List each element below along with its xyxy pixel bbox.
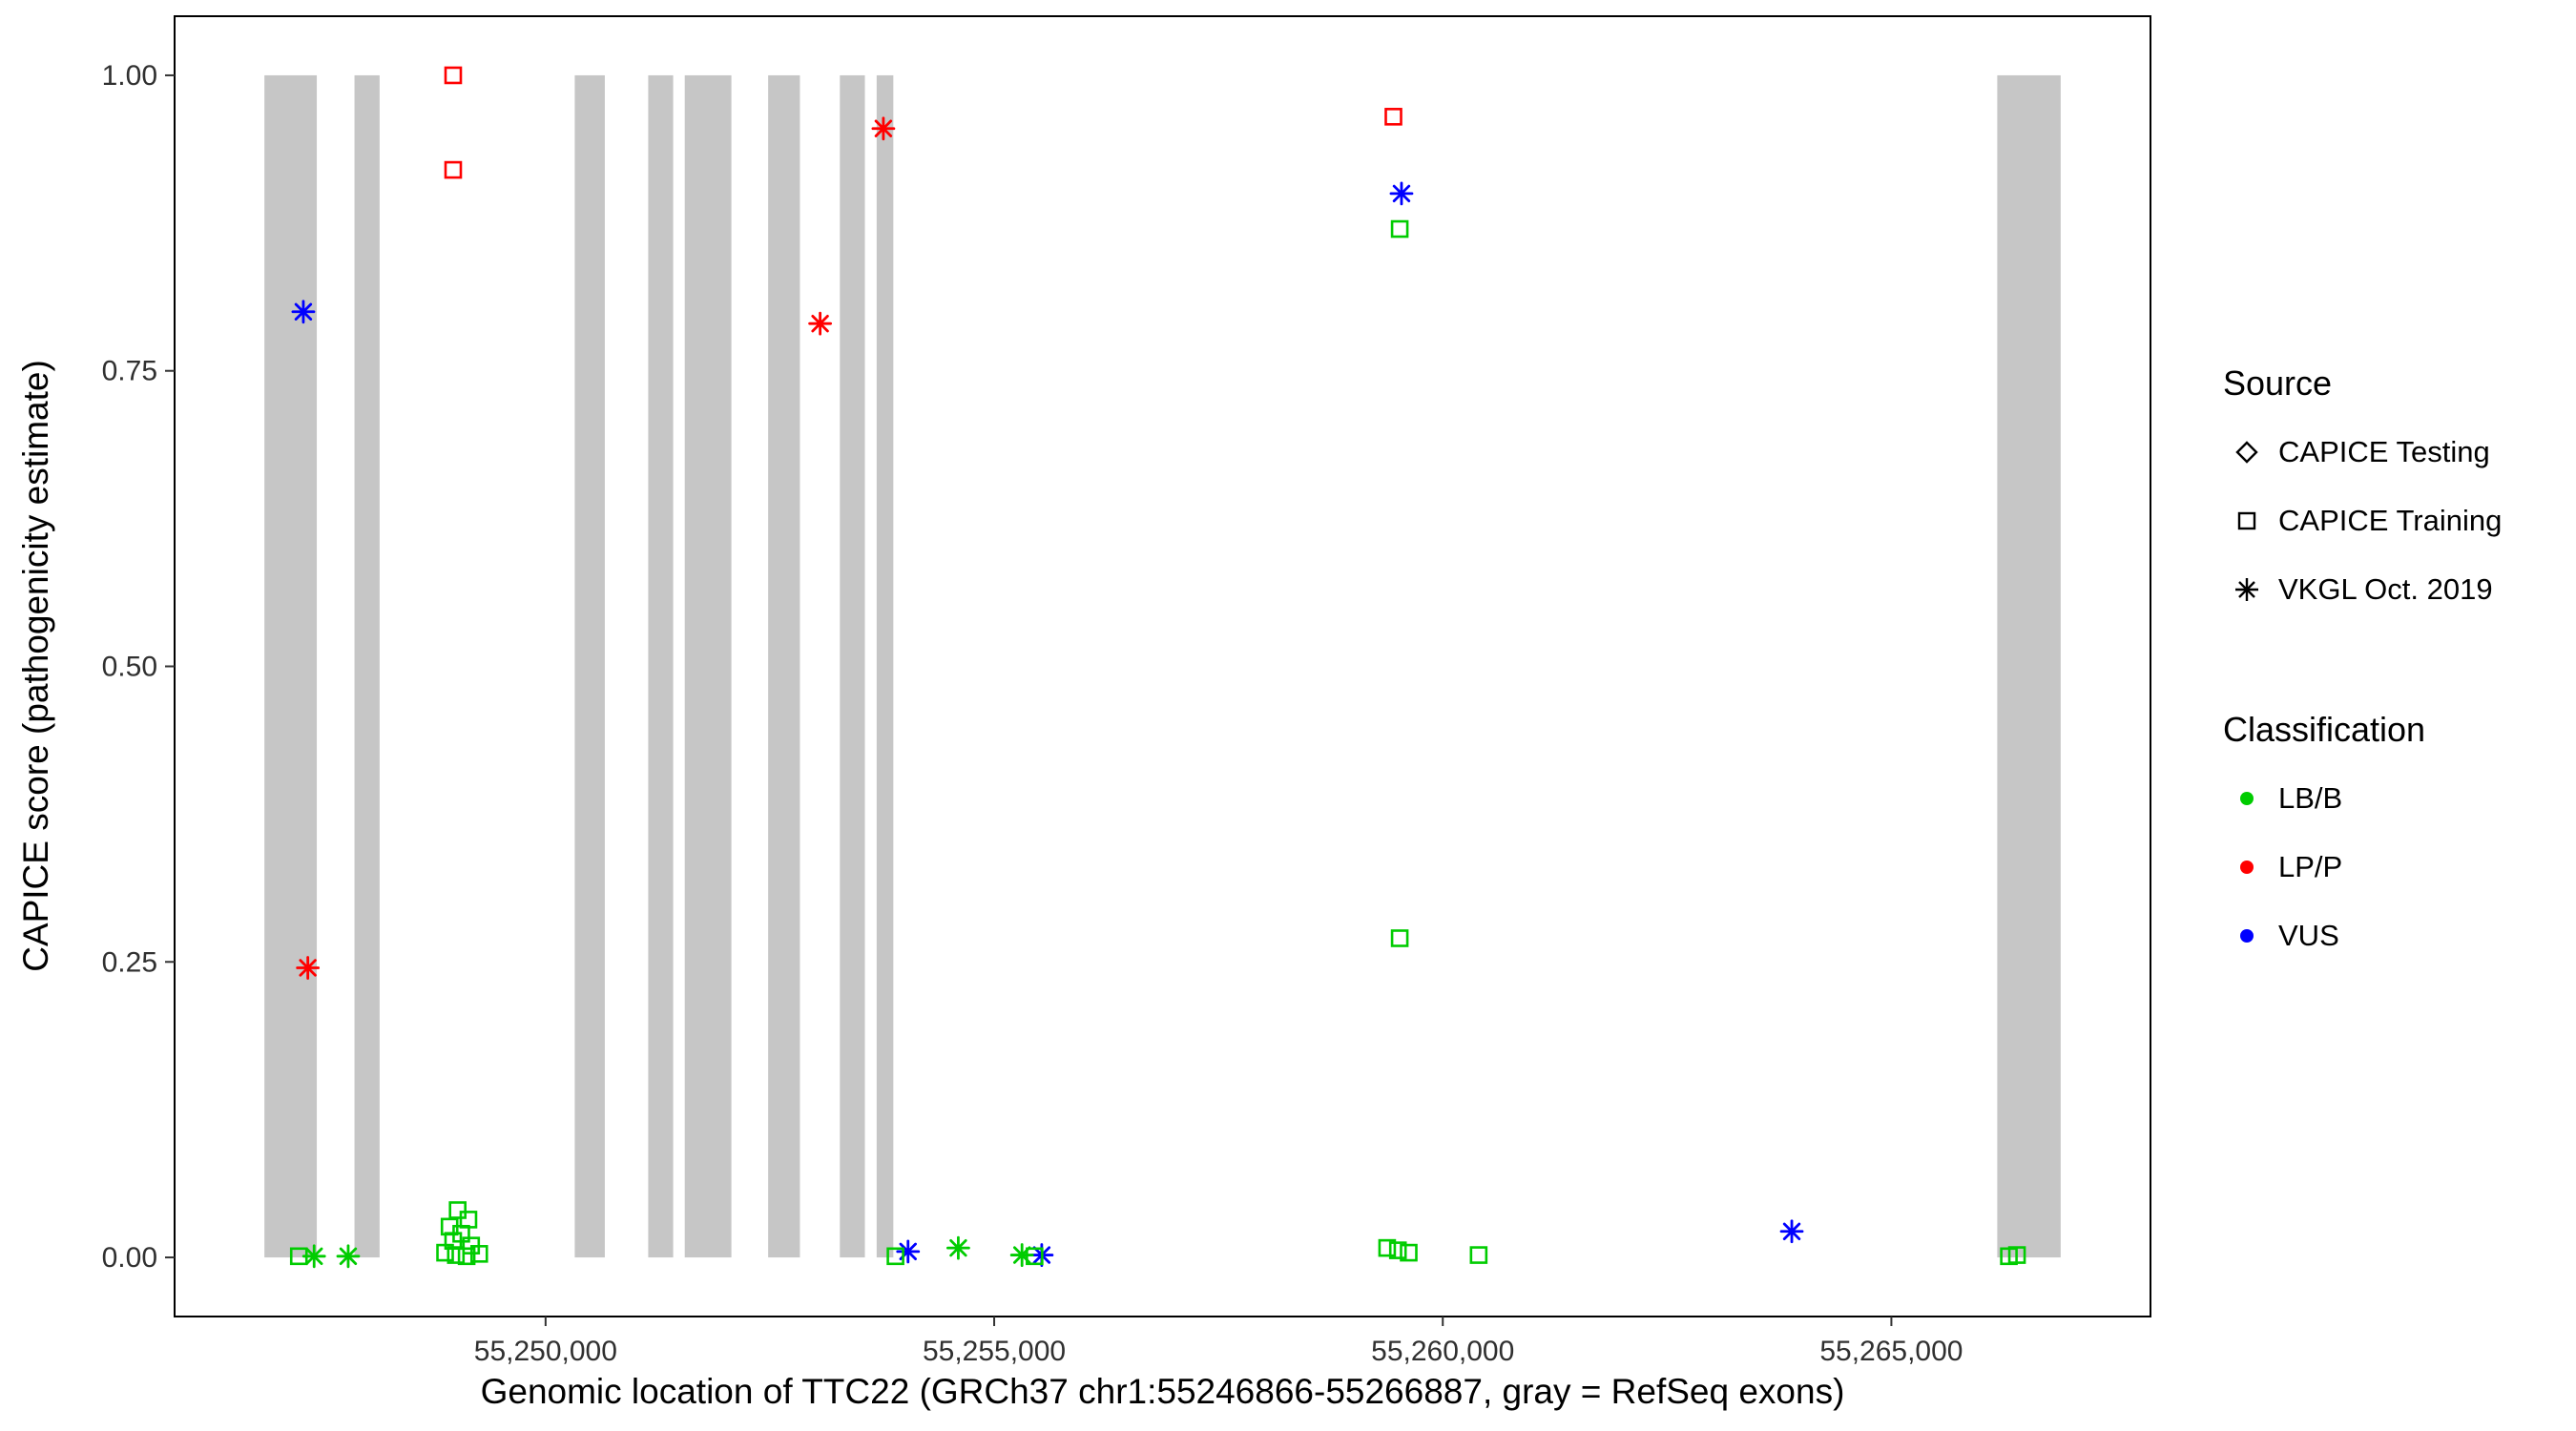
data-point: [808, 311, 833, 336]
data-point: [1390, 929, 1409, 947]
diamond-icon: [2231, 436, 2263, 468]
asterisk-icon: [2231, 573, 2263, 606]
exon-bar: [648, 74, 674, 1258]
red-dot-icon: [2231, 851, 2263, 883]
y-tick-label: 0.00: [102, 1242, 157, 1274]
data-point: [444, 66, 463, 85]
legend-source-title: Source: [2223, 363, 2333, 403]
panel-border: [174, 15, 2151, 1317]
y-tick-label: 0.75: [102, 356, 157, 387]
legend-item-label: CAPICE Testing: [2278, 435, 2490, 468]
data-point: [871, 116, 896, 141]
exon-bar: [1997, 74, 2061, 1258]
data-point: [296, 956, 321, 980]
legend-item-label: LP/P: [2278, 850, 2343, 883]
legend-classification-block: Classification LB/B LP/P: [2223, 695, 2502, 970]
y-tick-label: 0.25: [102, 946, 157, 978]
legend-item-label: VUS: [2278, 919, 2339, 952]
legend-item-label: LB/B: [2278, 781, 2343, 815]
data-point: [1009, 1243, 1034, 1267]
legend-item-vus: VUS: [2223, 902, 2502, 970]
data-point: [2007, 1246, 2026, 1264]
data-point: [444, 160, 463, 179]
legend-item-capice-training: CAPICE Training: [2223, 487, 2502, 555]
legend-item-vkgl: VKGL Oct. 2019: [2223, 555, 2502, 624]
exon-bar: [264, 74, 318, 1258]
x-tick-label: 55,255,000: [923, 1336, 1066, 1367]
legend-classification-title: Classification: [2223, 710, 2426, 749]
x-tick-label: 55,265,000: [1819, 1336, 1963, 1367]
data-point: [447, 1246, 466, 1264]
x-tick-label: 55,250,000: [474, 1336, 617, 1367]
green-dot-icon: [2231, 782, 2263, 815]
data-point: [457, 1247, 476, 1266]
data-point: [448, 1201, 467, 1219]
legend-item-label: VKGL Oct. 2019: [2278, 572, 2493, 606]
blue-dot-icon: [2231, 920, 2263, 952]
data-point: [436, 1243, 454, 1262]
data-point: [336, 1244, 361, 1269]
data-point: [896, 1239, 921, 1264]
data-point: [886, 1247, 904, 1266]
data-point: [1389, 181, 1414, 206]
data-point: [291, 300, 316, 324]
exon-bar: [876, 74, 894, 1258]
data-point: [1469, 1246, 1488, 1264]
data-point: [946, 1235, 970, 1260]
exon-bar: [768, 74, 800, 1258]
data-point: [1378, 1238, 1397, 1257]
legend-item-lpp: LP/P: [2223, 833, 2502, 902]
data-point: [1388, 1241, 1407, 1259]
legend-source-block: Source CAPICE Testing CAPICE Training: [2223, 349, 2502, 624]
exon-bar: [574, 74, 605, 1258]
square-icon: [2231, 505, 2263, 537]
data-point: [1390, 219, 1409, 238]
legend-item-lbb: LB/B: [2223, 764, 2502, 833]
data-point: [469, 1245, 488, 1263]
data-point: [1400, 1243, 1418, 1262]
exon-bar: [684, 74, 732, 1258]
y-axis-title: CAPICE score (pathogenicity estimate): [16, 360, 55, 972]
data-point: [1779, 1219, 1804, 1244]
legend-item-capice-testing: CAPICE Testing: [2223, 418, 2502, 487]
exon-bar: [840, 74, 865, 1258]
legend: Source CAPICE Testing CAPICE Training: [2223, 349, 2502, 970]
x-axis-title: Genomic location of TTC22 (GRCh37 chr1:5…: [480, 1372, 1845, 1411]
legend-item-label: CAPICE Training: [2278, 504, 2503, 537]
data-point: [1384, 108, 1402, 126]
y-tick-label: 1.00: [102, 60, 157, 92]
y-tick-label: 0.50: [102, 652, 157, 683]
data-point: [301, 1244, 326, 1269]
exon-bar: [354, 74, 380, 1258]
x-tick-label: 55,260,000: [1371, 1336, 1514, 1367]
